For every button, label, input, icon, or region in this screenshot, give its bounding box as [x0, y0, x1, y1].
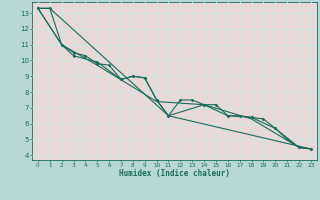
X-axis label: Humidex (Indice chaleur): Humidex (Indice chaleur)	[119, 169, 230, 178]
